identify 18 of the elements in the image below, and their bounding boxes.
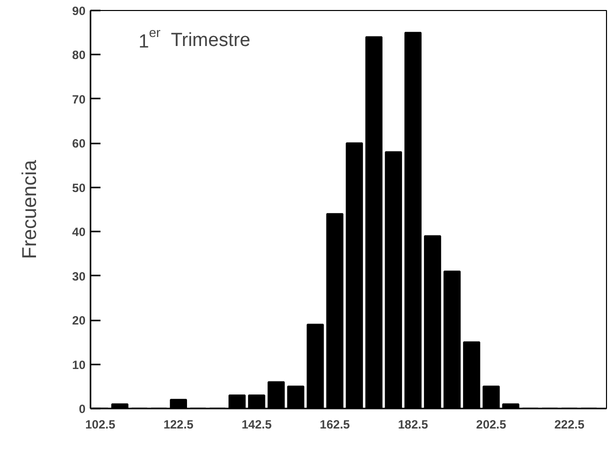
y-axis-title: Frecuencia bbox=[19, 159, 42, 259]
x-tick-label: 202.5 bbox=[476, 418, 507, 432]
x-tick-label: 222.5 bbox=[554, 418, 585, 432]
y-tick-label: 60 bbox=[72, 136, 86, 151]
x-tick-label: 142.5 bbox=[242, 418, 272, 432]
y-tick-label: 90 bbox=[72, 4, 86, 18]
y-tick-label: 20 bbox=[72, 314, 86, 328]
x-tick-label: 102.5 bbox=[85, 418, 116, 432]
y-tick-label: 50 bbox=[72, 180, 86, 195]
x-tick-label: 122.5 bbox=[163, 418, 194, 432]
y-tick-label: 10 bbox=[72, 358, 86, 372]
x-tick-label: 182.5 bbox=[398, 418, 428, 432]
y-tick-label: 30 bbox=[72, 269, 86, 284]
y-tick-label: 0 bbox=[78, 402, 86, 416]
y-tick-label: 70 bbox=[72, 92, 86, 106]
y-tick-label: 40 bbox=[72, 225, 86, 240]
x-tick-label: 162.5 bbox=[320, 418, 350, 432]
y-tick-label: 80 bbox=[72, 48, 86, 62]
